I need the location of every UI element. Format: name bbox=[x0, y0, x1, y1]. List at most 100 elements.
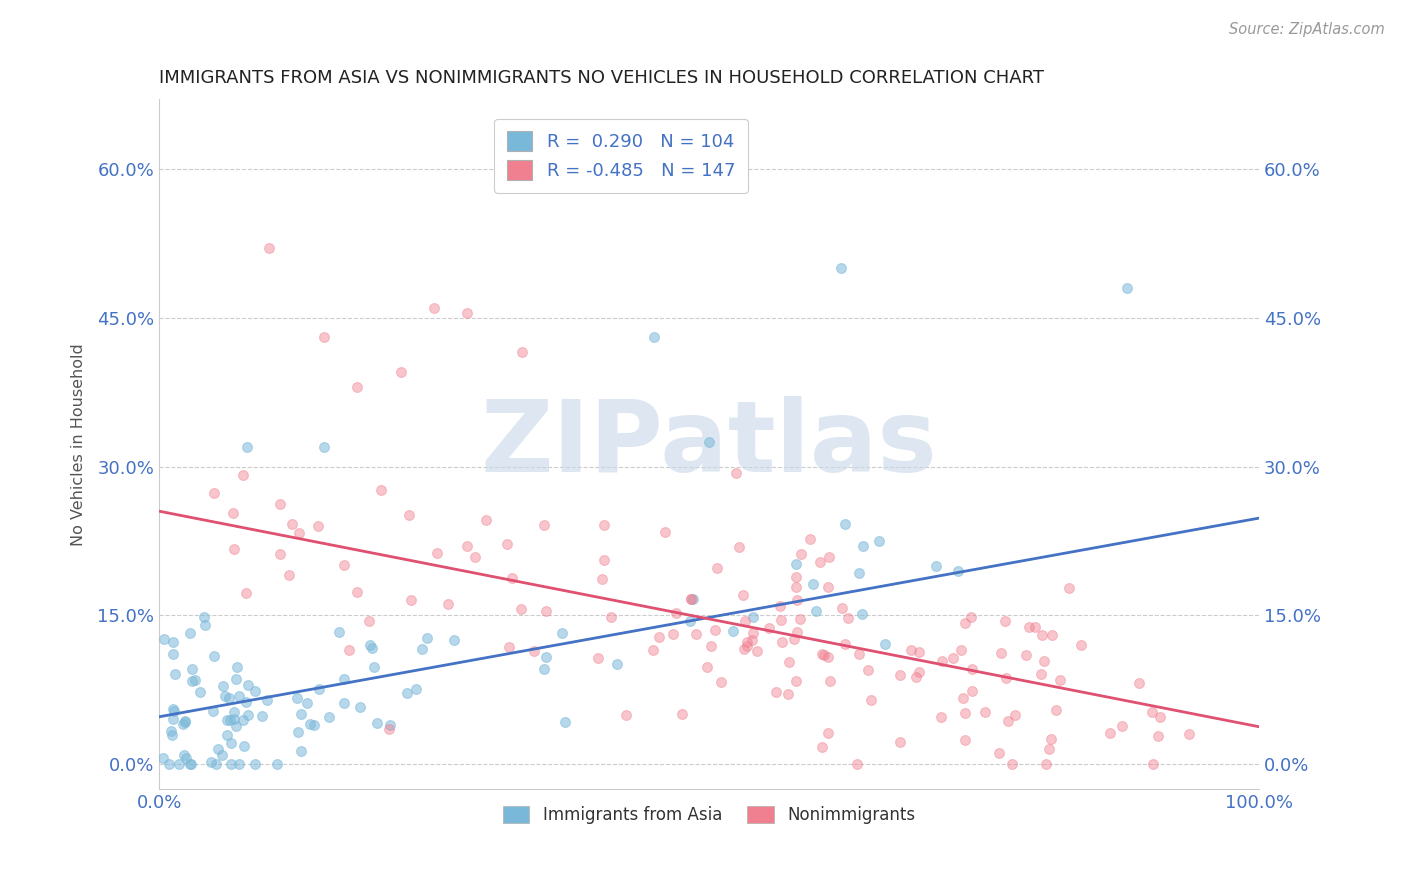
Point bbox=[728, 541, 751, 555]
Point bbox=[1039, 732, 1062, 747]
Text: ZIPatlas: ZIPatlas bbox=[481, 396, 938, 492]
Point bbox=[281, 516, 304, 531]
Point bbox=[363, 660, 385, 674]
Point bbox=[243, 684, 266, 698]
Point bbox=[671, 706, 693, 721]
Point bbox=[162, 712, 184, 726]
Point bbox=[830, 260, 852, 275]
Point bbox=[1149, 710, 1171, 724]
Point bbox=[1033, 654, 1056, 668]
Point bbox=[769, 599, 792, 614]
Point bbox=[643, 643, 665, 657]
Point bbox=[179, 757, 201, 772]
Point bbox=[868, 534, 890, 549]
Point bbox=[256, 693, 278, 707]
Point bbox=[1035, 757, 1057, 772]
Point bbox=[1049, 673, 1071, 688]
Point bbox=[346, 380, 368, 394]
Point bbox=[349, 699, 371, 714]
Point bbox=[314, 440, 336, 454]
Point bbox=[834, 517, 856, 532]
Point bbox=[731, 589, 754, 603]
Point bbox=[290, 744, 312, 758]
Point bbox=[725, 467, 748, 481]
Point bbox=[889, 668, 911, 682]
Point bbox=[801, 577, 824, 591]
Point bbox=[157, 757, 180, 772]
Point bbox=[778, 655, 800, 669]
Point bbox=[682, 591, 704, 606]
Point bbox=[758, 621, 780, 635]
Point bbox=[665, 606, 688, 620]
Point bbox=[606, 657, 628, 671]
Point bbox=[232, 468, 254, 483]
Point bbox=[163, 705, 186, 719]
Point bbox=[212, 680, 235, 694]
Point bbox=[226, 660, 249, 674]
Point bbox=[1015, 648, 1038, 662]
Point bbox=[953, 616, 976, 631]
Point bbox=[804, 604, 827, 618]
Point bbox=[1098, 725, 1121, 739]
Point bbox=[681, 591, 703, 606]
Point bbox=[228, 689, 250, 703]
Point bbox=[250, 708, 273, 723]
Point bbox=[960, 662, 983, 676]
Point bbox=[179, 626, 201, 640]
Point bbox=[496, 537, 519, 551]
Point bbox=[785, 557, 807, 571]
Point bbox=[160, 724, 183, 739]
Point bbox=[741, 625, 763, 640]
Point bbox=[769, 613, 792, 627]
Point bbox=[181, 673, 204, 688]
Point bbox=[700, 639, 723, 653]
Point bbox=[193, 618, 215, 632]
Point bbox=[960, 610, 983, 624]
Point bbox=[269, 547, 291, 561]
Point bbox=[456, 539, 478, 553]
Point bbox=[745, 644, 768, 658]
Point bbox=[848, 566, 870, 581]
Point bbox=[200, 755, 222, 769]
Point bbox=[215, 727, 238, 741]
Point bbox=[302, 718, 325, 732]
Point bbox=[221, 757, 243, 772]
Point bbox=[783, 632, 806, 646]
Point bbox=[554, 714, 576, 729]
Point bbox=[733, 642, 755, 657]
Point bbox=[295, 696, 318, 710]
Point bbox=[190, 685, 212, 699]
Point bbox=[948, 564, 970, 578]
Legend: Immigrants from Asia, Nonimmigrants: Immigrants from Asia, Nonimmigrants bbox=[495, 797, 924, 832]
Point bbox=[994, 671, 1017, 685]
Point bbox=[399, 592, 422, 607]
Point bbox=[848, 647, 870, 661]
Point bbox=[299, 717, 322, 731]
Point bbox=[952, 691, 974, 706]
Point bbox=[359, 638, 381, 652]
Point bbox=[332, 696, 354, 710]
Point bbox=[662, 626, 685, 640]
Point bbox=[217, 713, 239, 727]
Point bbox=[551, 626, 574, 640]
Point bbox=[817, 649, 839, 664]
Point bbox=[160, 727, 183, 741]
Point bbox=[734, 614, 756, 628]
Point bbox=[710, 674, 733, 689]
Point bbox=[765, 685, 787, 699]
Point bbox=[214, 689, 236, 703]
Point bbox=[1024, 620, 1046, 634]
Point bbox=[955, 706, 977, 720]
Point bbox=[162, 635, 184, 649]
Point bbox=[222, 712, 245, 726]
Point bbox=[232, 713, 254, 727]
Point bbox=[1140, 705, 1163, 719]
Point bbox=[706, 561, 728, 575]
Point bbox=[290, 706, 312, 721]
Point bbox=[378, 723, 401, 737]
Point bbox=[789, 612, 811, 626]
Point bbox=[735, 635, 758, 649]
Point bbox=[193, 609, 215, 624]
Point bbox=[950, 643, 973, 657]
Point bbox=[790, 547, 813, 561]
